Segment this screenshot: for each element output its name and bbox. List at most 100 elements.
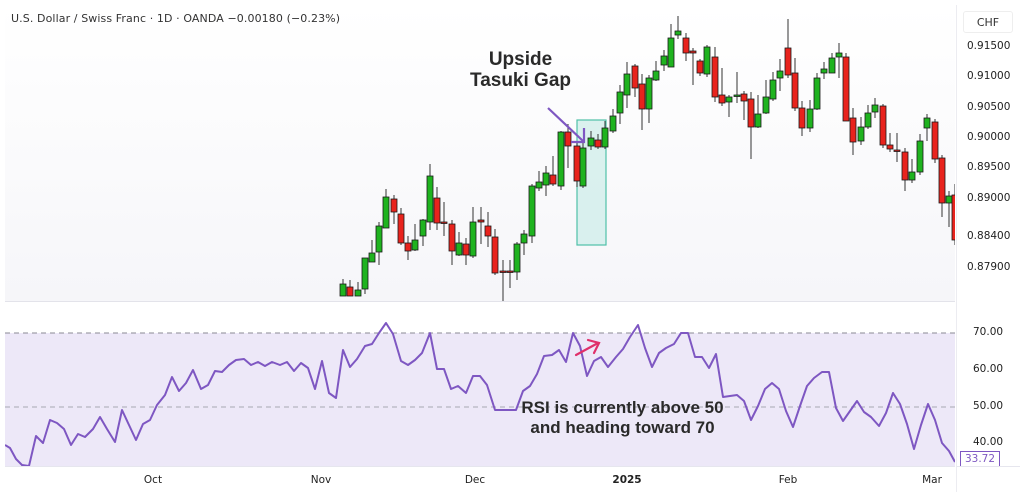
candle[interactable] [835,43,843,78]
candle[interactable] [631,64,639,97]
candle[interactable] [440,202,448,236]
candle[interactable] [573,141,581,187]
candle[interactable] [798,101,806,136]
time-axis[interactable]: Oct Nov Dec 2025 Feb Mar [5,466,955,492]
currency-selector[interactable]: CHF [963,11,1013,33]
candle[interactable] [542,166,550,196]
candle[interactable] [806,100,814,132]
candle[interactable] [426,164,434,230]
candle[interactable] [411,224,419,251]
candle[interactable] [623,62,631,108]
candle[interactable] [813,73,821,110]
candle[interactable] [747,92,755,159]
candle[interactable] [879,104,887,148]
candle[interactable] [916,134,924,175]
candle[interactable] [908,159,916,183]
candle[interactable] [711,47,719,102]
rsi-plot[interactable] [5,302,955,466]
candle[interactable] [390,195,398,224]
candle[interactable] [660,50,668,71]
candle[interactable] [448,220,456,265]
candle[interactable] [886,133,894,152]
price-tick: 0.89500 [967,161,1011,173]
candle[interactable] [945,191,953,227]
candle[interactable] [857,117,865,145]
candle[interactable] [674,16,682,39]
candle[interactable] [762,80,770,114]
candle[interactable] [718,68,726,106]
pane-divider[interactable] [5,301,955,302]
rsi-line[interactable] [5,322,955,466]
candle[interactable] [820,62,828,79]
candle[interactable] [594,134,602,149]
candle[interactable] [368,240,376,263]
candle[interactable] [871,98,879,118]
time-label-feb: Feb [778,474,798,486]
rsi-pane[interactable]: RSI is currently above 50 and heading to… [5,302,955,466]
candle[interactable] [419,219,427,246]
candlestick-plot[interactable] [5,5,955,301]
candle[interactable] [484,212,492,247]
time-label-oct: Oct [143,474,163,486]
candle[interactable] [346,280,354,297]
candle[interactable] [667,24,675,68]
candle[interactable] [828,53,836,74]
candle[interactable] [791,58,799,111]
candle[interactable] [938,155,946,217]
candle[interactable] [382,189,390,229]
candle[interactable] [645,75,653,123]
candle[interactable] [849,108,857,155]
candle[interactable] [564,124,572,168]
candle[interactable] [689,48,697,85]
candle[interactable] [652,61,660,81]
candle[interactable] [842,53,850,122]
candle[interactable] [397,208,405,245]
candle[interactable] [901,148,909,191]
price-axis[interactable]: CHF 0.91500 0.91000 0.90500 0.90000 0.89… [956,5,1020,467]
candle[interactable] [682,33,690,61]
price-pane[interactable]: U.S. Dollar / Swiss Franc · 1D · OANDA −… [5,5,955,301]
candle[interactable] [513,242,521,280]
candle[interactable] [469,207,477,258]
price-tick: 0.91000 [967,70,1011,82]
candle[interactable] [923,114,931,141]
candle[interactable] [462,238,470,265]
candle[interactable] [769,72,777,101]
candle[interactable] [587,131,595,150]
pattern-arrow-icon [547,107,586,144]
candle[interactable] [864,105,872,129]
candle[interactable] [616,85,624,124]
candle[interactable] [893,133,901,162]
candle[interactable] [361,257,369,294]
candle[interactable] [776,59,784,91]
candle[interactable] [499,260,507,301]
candle[interactable] [339,279,347,297]
candle[interactable] [433,187,441,230]
chart-widget: U.S. Dollar / Swiss Franc · 1D · OANDA −… [5,5,1020,492]
candle[interactable] [784,19,792,78]
candle[interactable] [601,121,609,149]
candle[interactable] [579,140,587,188]
candle[interactable] [740,91,748,120]
candle[interactable] [477,207,485,244]
candle[interactable] [725,95,733,117]
candle[interactable] [520,230,528,255]
candle[interactable] [375,222,383,265]
candle[interactable] [506,260,514,288]
candle[interactable] [733,72,741,103]
candle[interactable] [703,45,711,77]
candle[interactable] [549,156,557,186]
candle[interactable] [754,95,762,128]
candle[interactable] [609,109,617,133]
candle[interactable] [354,282,362,297]
candle[interactable] [951,184,955,245]
candle[interactable] [528,184,536,243]
candle[interactable] [638,74,646,130]
candle[interactable] [696,59,704,76]
candle[interactable] [455,232,463,256]
candle[interactable] [557,131,565,190]
candle[interactable] [535,171,543,191]
candle[interactable] [404,236,412,260]
candle[interactable] [491,229,499,275]
candle[interactable] [931,119,939,163]
